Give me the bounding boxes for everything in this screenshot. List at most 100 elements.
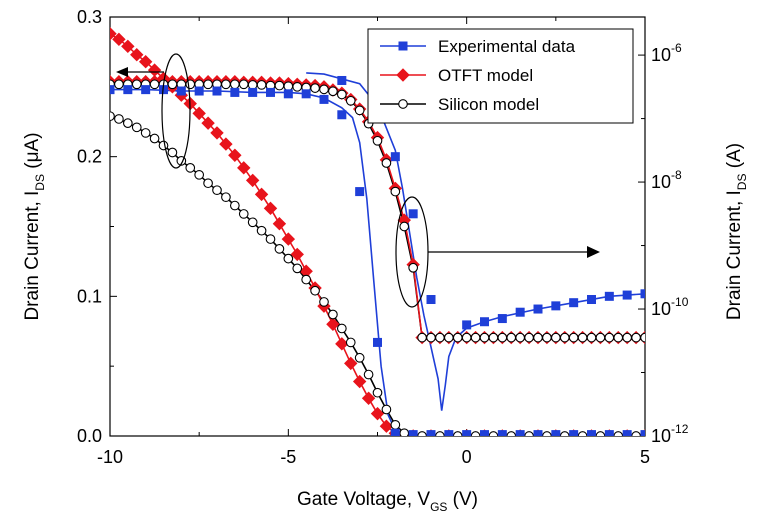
silicon-log-point — [640, 332, 645, 343]
silicon-linear-point — [328, 309, 338, 320]
silicon-log-point — [533, 332, 543, 343]
experimental-linear-point — [587, 430, 596, 436]
y-right-tick-exponent: -8 — [671, 168, 682, 182]
otft-linear-point — [379, 419, 394, 433]
silicon-log-point — [381, 158, 392, 168]
silicon-linear-point — [229, 200, 240, 211]
experimental-linear-point — [141, 85, 151, 95]
experimental-linear-point — [283, 89, 293, 99]
otft-linear-point — [110, 27, 117, 41]
silicon-linear-point — [158, 140, 169, 151]
otft-linear-point — [219, 137, 233, 151]
silicon-log-point — [622, 332, 633, 343]
silicon-log-point — [524, 332, 534, 343]
experimental-log-point — [497, 314, 507, 324]
silicon-linear-point — [390, 419, 401, 430]
silicon-linear-point — [417, 431, 427, 436]
experimental-linear-point — [426, 430, 436, 436]
silicon-log-point — [221, 79, 231, 90]
silicon-log-point — [149, 79, 160, 90]
experimental-linear-point — [319, 94, 329, 104]
y-left-axis-title-unit: (μA) — [22, 132, 43, 174]
silicon-log-point — [515, 332, 526, 343]
silicon-log-point — [167, 79, 178, 90]
silicon-linear-point — [149, 133, 160, 144]
silicon-log-point — [372, 135, 383, 146]
y-left-axis-title-sub: DS — [33, 174, 47, 191]
silicon-log-point — [274, 80, 285, 91]
silicon-linear-point — [524, 431, 534, 436]
silicon-linear-point — [283, 253, 294, 264]
experimental-linear-point — [123, 85, 133, 95]
experimental-log-point — [604, 291, 614, 301]
silicon-log-point — [550, 332, 561, 343]
silicon-linear-point — [435, 431, 445, 436]
experimental-linear-point — [569, 430, 579, 436]
y-left-tick-label: 0.2 — [77, 147, 102, 167]
silicon-log-point — [488, 332, 499, 343]
x-tick-label: -5 — [280, 447, 296, 467]
experimental-linear-point — [551, 430, 561, 436]
silicon-log-point — [399, 221, 410, 232]
otft-linear-point — [112, 32, 126, 47]
otft-linear-point — [147, 63, 162, 77]
silicon-log-point — [435, 332, 445, 343]
x-tick-label: 5 — [640, 447, 650, 467]
experimental-linear-point — [604, 430, 614, 436]
silicon-log-point — [310, 83, 320, 93]
silicon-linear-point — [194, 169, 205, 180]
silicon-log-point — [506, 332, 517, 343]
otft-linear-point — [370, 406, 385, 421]
experimental-linear-point — [337, 110, 347, 120]
y-right-axis-title-unit: (A) — [724, 143, 745, 174]
experimental-linear-point — [230, 87, 240, 97]
silicon-log-point — [470, 332, 481, 343]
silicon-log-point — [131, 79, 142, 90]
silicon-log-point — [283, 81, 294, 92]
y-left-tick-label: 0.3 — [77, 7, 102, 27]
silicon-linear-point — [452, 431, 463, 436]
experimental-log-point — [515, 307, 525, 317]
experimental-linear-point — [480, 430, 489, 436]
experimental-log-point — [622, 290, 632, 300]
x-tick-label: 0 — [462, 447, 472, 467]
legend-marker — [398, 99, 408, 109]
silicon-log-point — [479, 332, 490, 343]
silicon-log-point — [595, 332, 606, 343]
silicon-linear-point — [167, 147, 178, 158]
silicon-linear-point — [131, 122, 142, 133]
silicon-linear-point — [301, 274, 312, 285]
legend-box — [367, 28, 634, 124]
silicon-log-point — [408, 262, 419, 273]
experimental-linear-point — [622, 430, 632, 436]
experimental-linear-point — [640, 430, 645, 436]
silicon-linear-point — [212, 185, 222, 196]
silicon-linear-point — [319, 297, 329, 307]
silicon-log-point — [426, 332, 436, 343]
silicon-log-point — [203, 79, 213, 90]
silicon-log-point — [497, 332, 508, 343]
silicon-linear-point — [203, 178, 213, 189]
silicon-linear-point — [185, 162, 196, 173]
experimental-linear-point — [110, 85, 115, 95]
x-axis-title-sub: GS — [430, 500, 447, 514]
silicon-log-point — [577, 332, 588, 343]
left-axis-ellipse — [161, 53, 191, 169]
y-right-tick-base: 10 — [651, 172, 671, 192]
silicon-log-point — [542, 332, 552, 343]
y-right-tick-exponent: -12 — [671, 422, 689, 436]
silicon-log-point — [586, 332, 597, 343]
x-axis-title-unit: (V) — [447, 489, 478, 510]
silicon-log-point — [613, 332, 624, 343]
otft-linear-point — [254, 187, 269, 202]
silicon-linear-point — [542, 431, 552, 436]
x-axis-title: Gate Voltage, VGS (V) — [297, 489, 478, 514]
silicon-log-point — [336, 89, 347, 100]
experimental-linear-point — [462, 430, 472, 436]
silicon-log-point — [114, 79, 124, 90]
silicon-linear-point — [613, 431, 624, 436]
experimental-linear-point — [176, 86, 186, 96]
silicon-linear-point — [345, 337, 356, 348]
silicon-linear-point — [110, 111, 115, 122]
